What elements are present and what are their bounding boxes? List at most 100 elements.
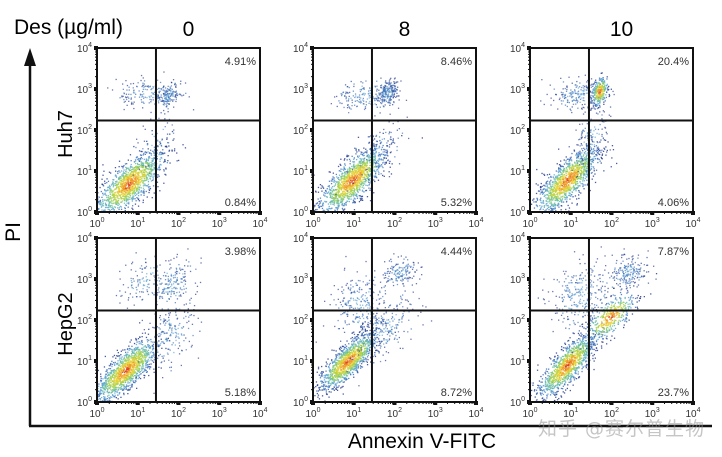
data-point bbox=[536, 215, 537, 216]
data-point bbox=[590, 99, 592, 101]
data-point bbox=[559, 188, 561, 190]
data-point bbox=[339, 194, 341, 196]
data-point bbox=[578, 197, 580, 200]
data-point bbox=[543, 191, 545, 193]
data-point bbox=[108, 199, 110, 201]
data-point bbox=[346, 107, 349, 109]
data-point bbox=[566, 189, 568, 192]
data-point bbox=[145, 185, 147, 187]
data-point bbox=[352, 183, 354, 185]
data-point bbox=[596, 141, 598, 143]
data-point bbox=[156, 158, 158, 160]
data-point bbox=[395, 82, 397, 84]
data-point bbox=[539, 193, 541, 195]
data-point bbox=[152, 165, 154, 167]
data-point bbox=[390, 89, 392, 91]
data-point bbox=[365, 189, 368, 192]
data-point bbox=[574, 187, 576, 189]
data-point bbox=[359, 185, 361, 187]
data-point bbox=[345, 204, 347, 206]
data-point bbox=[380, 85, 382, 87]
data-point bbox=[125, 184, 127, 186]
data-point bbox=[143, 80, 146, 82]
data-point bbox=[381, 138, 383, 140]
data-point bbox=[395, 96, 397, 98]
data-point bbox=[377, 97, 380, 99]
data-point bbox=[363, 160, 365, 162]
data-point bbox=[109, 195, 111, 198]
data-point bbox=[568, 171, 571, 173]
data-point bbox=[340, 158, 342, 160]
data-point bbox=[145, 170, 147, 172]
data-point bbox=[569, 179, 571, 181]
data-point bbox=[601, 149, 603, 151]
data-point bbox=[350, 108, 352, 110]
data-point bbox=[141, 191, 143, 193]
data-point bbox=[146, 162, 148, 165]
data-point bbox=[392, 140, 394, 142]
data-point bbox=[577, 175, 579, 177]
data-point bbox=[383, 91, 385, 93]
data-point bbox=[361, 180, 363, 182]
data-point bbox=[135, 160, 137, 162]
data-point bbox=[321, 190, 323, 192]
data-point bbox=[584, 173, 586, 175]
data-point bbox=[360, 171, 362, 174]
data-point bbox=[143, 183, 145, 185]
data-point bbox=[150, 153, 152, 155]
data-point bbox=[113, 196, 115, 198]
data-point bbox=[551, 189, 554, 192]
data-point bbox=[340, 177, 342, 180]
data-point bbox=[379, 94, 381, 96]
data-point bbox=[103, 209, 105, 211]
data-point bbox=[365, 190, 367, 192]
data-point bbox=[105, 214, 106, 215]
data-point bbox=[352, 201, 355, 203]
data-point bbox=[140, 156, 142, 159]
data-point bbox=[150, 95, 152, 97]
y-major-tick bbox=[310, 46, 314, 50]
data-point bbox=[378, 165, 380, 167]
data-point bbox=[60, 242, 61, 243]
data-point bbox=[359, 188, 361, 190]
data-point bbox=[350, 195, 352, 198]
data-point bbox=[160, 112, 162, 114]
x-tick-label: 100 bbox=[305, 217, 320, 230]
data-point bbox=[553, 174, 555, 176]
data-point bbox=[335, 193, 337, 196]
data-point bbox=[546, 198, 548, 200]
data-point bbox=[549, 181, 551, 184]
data-point bbox=[142, 190, 144, 192]
data-point bbox=[363, 168, 365, 170]
data-point bbox=[136, 193, 138, 195]
data-point bbox=[350, 194, 352, 196]
data-point bbox=[153, 146, 156, 148]
data-point bbox=[170, 90, 172, 92]
data-point bbox=[569, 177, 571, 179]
data-point bbox=[354, 198, 356, 200]
data-point bbox=[141, 179, 143, 181]
data-point bbox=[135, 174, 137, 176]
data-point bbox=[104, 189, 106, 192]
data-point bbox=[169, 100, 171, 102]
data-point bbox=[130, 186, 132, 188]
data-point bbox=[366, 175, 368, 178]
data-point bbox=[142, 125, 144, 127]
data-point bbox=[554, 191, 556, 193]
data-point bbox=[334, 193, 336, 195]
data-point bbox=[374, 158, 376, 160]
data-point bbox=[373, 152, 375, 154]
data-point bbox=[583, 158, 586, 160]
data-point bbox=[551, 193, 553, 195]
data-point bbox=[556, 193, 558, 195]
data-point bbox=[109, 201, 112, 203]
data-point bbox=[165, 93, 167, 96]
population-2 bbox=[157, 80, 183, 115]
data-point bbox=[331, 200, 333, 202]
data-point bbox=[147, 173, 149, 175]
data-point bbox=[351, 165, 353, 168]
data-point bbox=[561, 103, 563, 105]
data-point bbox=[144, 153, 146, 155]
data-point bbox=[144, 162, 146, 164]
data-point bbox=[347, 168, 349, 170]
